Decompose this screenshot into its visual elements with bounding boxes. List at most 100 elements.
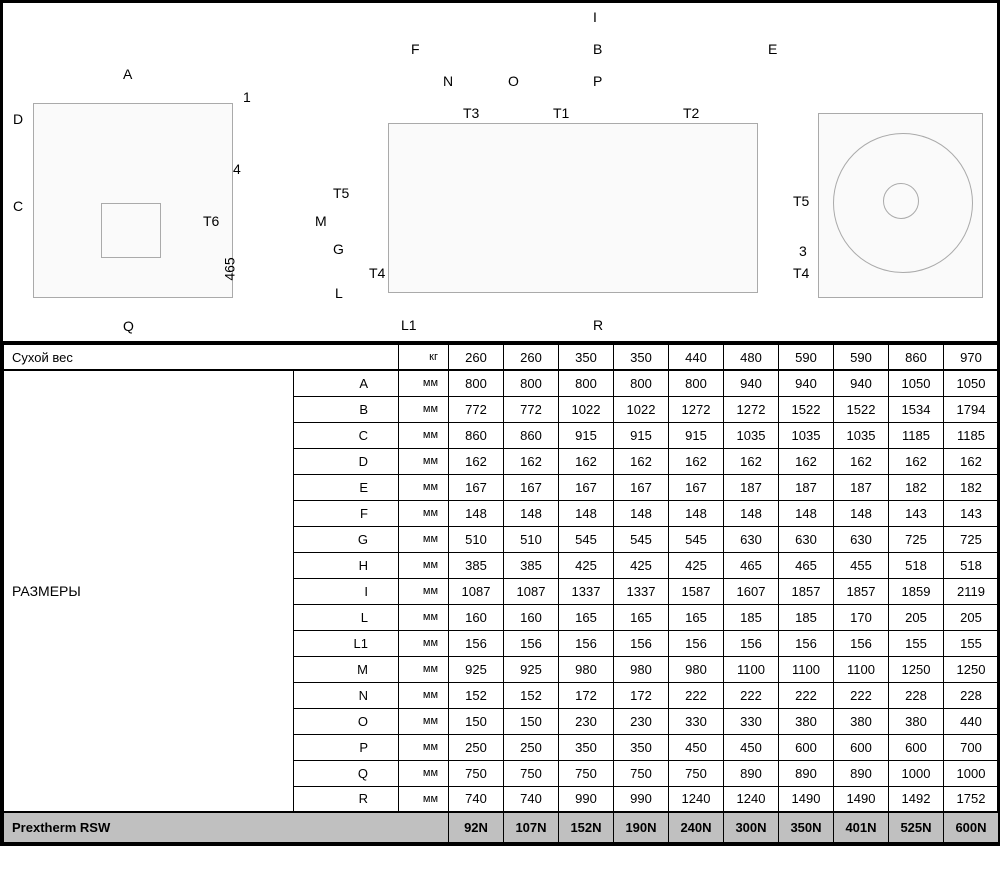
- dimension-value: 915: [669, 422, 724, 448]
- dimension-param: C: [294, 422, 399, 448]
- dimension-value: 725: [944, 526, 999, 552]
- dimension-value: 1272: [669, 396, 724, 422]
- dim-label-A: A: [123, 66, 132, 82]
- dimension-value: 222: [669, 682, 724, 708]
- callout-1: 1: [243, 89, 251, 105]
- dimension-value: 1035: [834, 422, 889, 448]
- dim-label-L: L: [335, 285, 343, 301]
- dimension-value: 148: [559, 500, 614, 526]
- dim-label-T3: T3: [463, 105, 479, 121]
- dimension-param: H: [294, 552, 399, 578]
- dimension-value: 187: [779, 474, 834, 500]
- dimension-value: 148: [449, 500, 504, 526]
- dim-label-T6: T6: [203, 213, 219, 229]
- dimension-value: 172: [614, 682, 669, 708]
- dimension-value: 990: [614, 786, 669, 812]
- dimension-value: 600: [889, 734, 944, 760]
- dimension-value: 600: [779, 734, 834, 760]
- model-5: 300N: [724, 812, 779, 842]
- weight-unit: кг: [399, 344, 449, 370]
- dimension-value: 1022: [559, 396, 614, 422]
- dimension-value: 182: [889, 474, 944, 500]
- dimension-value: 380: [889, 708, 944, 734]
- dimension-value: 182: [944, 474, 999, 500]
- dimension-value: 350: [614, 734, 669, 760]
- weight-val-1: 260: [504, 344, 559, 370]
- dimension-value: 915: [614, 422, 669, 448]
- dimension-value: 1490: [779, 786, 834, 812]
- dimension-value: 800: [559, 370, 614, 396]
- dimension-value: 1100: [724, 656, 779, 682]
- dimension-value: 1035: [724, 422, 779, 448]
- dimension-unit: мм: [399, 734, 449, 760]
- dimension-value: 890: [779, 760, 834, 786]
- dimension-value: 518: [944, 552, 999, 578]
- dimension-value: 152: [449, 682, 504, 708]
- dimension-value: 1522: [834, 396, 889, 422]
- dim-label-O: O: [508, 73, 519, 89]
- dimension-value: 1272: [724, 396, 779, 422]
- dimension-value: 250: [504, 734, 559, 760]
- dimension-value: 1492: [889, 786, 944, 812]
- dimension-value: 772: [504, 396, 559, 422]
- rear-callout-3: 3: [799, 243, 807, 259]
- dimension-value: 1337: [559, 578, 614, 604]
- dimension-value: 228: [889, 682, 944, 708]
- dimension-value: 1857: [779, 578, 834, 604]
- dimension-value: 385: [504, 552, 559, 578]
- dimension-value: 156: [724, 630, 779, 656]
- dimension-param: Q: [294, 760, 399, 786]
- dimension-value: 860: [504, 422, 559, 448]
- dimension-unit: мм: [399, 682, 449, 708]
- dimensions-section-label: РАЗМЕРЫ: [4, 370, 294, 812]
- front-view-panel: [101, 203, 161, 258]
- dimension-value: 545: [669, 526, 724, 552]
- dimension-value: 1050: [889, 370, 944, 396]
- dimension-value: 187: [834, 474, 889, 500]
- dimension-value: 187: [724, 474, 779, 500]
- dimension-value: 148: [614, 500, 669, 526]
- dimension-value: 172: [559, 682, 614, 708]
- dimension-value: 160: [449, 604, 504, 630]
- dimension-value: 980: [669, 656, 724, 682]
- dimension-value: 940: [834, 370, 889, 396]
- dimension-value: 1087: [449, 578, 504, 604]
- dimension-value: 162: [834, 448, 889, 474]
- dimension-value: 800: [669, 370, 724, 396]
- dimension-value: 162: [889, 448, 944, 474]
- dimension-value: 750: [449, 760, 504, 786]
- side-view-box: [388, 123, 758, 293]
- dimension-value: 750: [504, 760, 559, 786]
- dim-label-465: 465: [222, 257, 238, 280]
- dimension-unit: мм: [399, 630, 449, 656]
- dimension-value: 700: [944, 734, 999, 760]
- dimension-value: 167: [559, 474, 614, 500]
- weight-val-8: 860: [889, 344, 944, 370]
- weight-val-7: 590: [834, 344, 889, 370]
- model-7: 401N: [834, 812, 889, 842]
- dimension-value: 167: [669, 474, 724, 500]
- dimension-param: P: [294, 734, 399, 760]
- dimension-value: 1185: [889, 422, 944, 448]
- dimension-value: 148: [669, 500, 724, 526]
- dimension-value: 150: [449, 708, 504, 734]
- dimension-param: A: [294, 370, 399, 396]
- dimension-value: 1534: [889, 396, 944, 422]
- dimension-value: 162: [669, 448, 724, 474]
- model-6: 350N: [779, 812, 834, 842]
- dimension-value: 330: [724, 708, 779, 734]
- dimension-value: 155: [889, 630, 944, 656]
- callout-4: 4: [233, 161, 241, 177]
- dimension-unit: мм: [399, 448, 449, 474]
- dimension-value: 455: [834, 552, 889, 578]
- dimension-value: 1752: [944, 786, 999, 812]
- dimension-value: 940: [779, 370, 834, 396]
- dim-label-T1: T1: [553, 105, 569, 121]
- dimension-value: 545: [614, 526, 669, 552]
- dimension-value: 150: [504, 708, 559, 734]
- dimension-value: 148: [779, 500, 834, 526]
- dimension-unit: мм: [399, 656, 449, 682]
- dimension-value: 250: [449, 734, 504, 760]
- rear-view-burner-hole: [883, 183, 919, 219]
- dimension-value: 165: [614, 604, 669, 630]
